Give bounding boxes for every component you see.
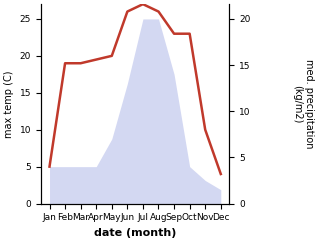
Y-axis label: max temp (C): max temp (C) xyxy=(4,70,14,138)
Y-axis label: med. precipitation
(kg/m2): med. precipitation (kg/m2) xyxy=(292,59,314,149)
X-axis label: date (month): date (month) xyxy=(94,228,176,238)
